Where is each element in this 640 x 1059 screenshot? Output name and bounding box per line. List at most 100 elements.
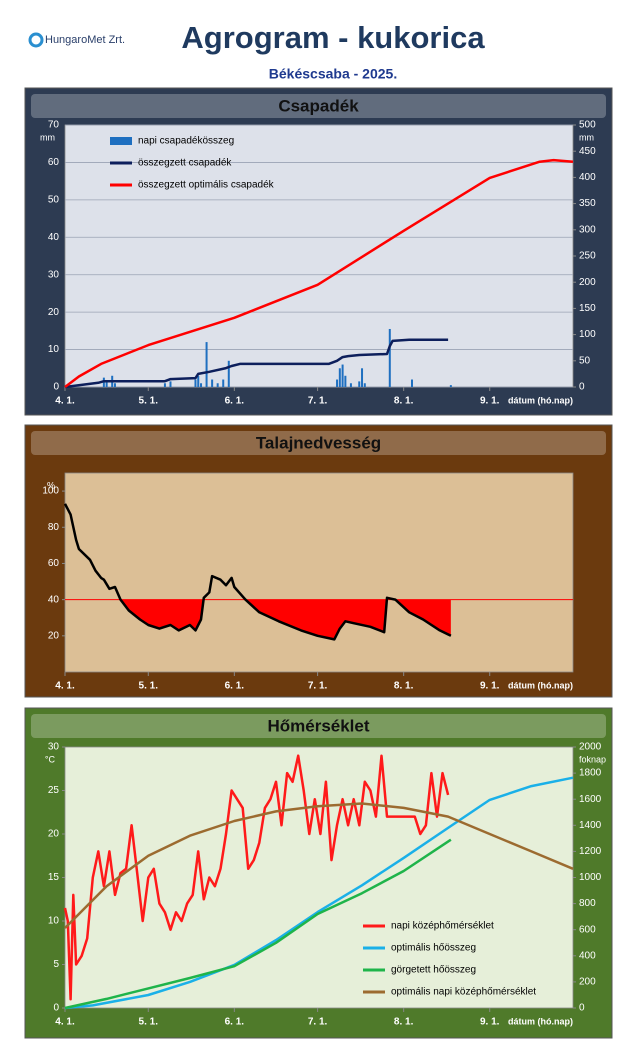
bar: [336, 379, 339, 387]
y-tick-label: 20: [48, 307, 60, 318]
y2-tick-label: 1400: [579, 820, 602, 831]
legend-label: optimális napi középhőmérséklet: [391, 987, 536, 998]
x-tick-label: 7. 1.: [308, 1017, 328, 1028]
bar: [349, 383, 352, 387]
bar: [105, 381, 108, 387]
series-line: [63, 503, 452, 641]
y-tick-label: 0: [53, 382, 59, 393]
logo-text: HungaroMet Zrt.: [45, 34, 125, 46]
y-unit: °C: [45, 754, 56, 764]
y2-unit: foknap: [579, 754, 606, 764]
x-tick-label: 8. 1.: [394, 681, 414, 692]
y2-tick-label: 100: [579, 329, 596, 340]
plot-area: [64, 124, 574, 388]
bar: [194, 379, 197, 387]
x-tick-label: 4. 1.: [55, 396, 75, 407]
y-tick-label: 5: [53, 959, 59, 970]
y2-tick-label: 600: [579, 924, 596, 935]
y-tick-label: 20: [48, 829, 60, 840]
x-tick-label: 9. 1.: [480, 681, 500, 692]
y2-tick-label: 800: [579, 898, 596, 909]
panel-title-box: [31, 431, 606, 455]
y-tick-label: 40: [48, 232, 60, 243]
y-unit: %: [47, 480, 55, 490]
x-tick-label: 7. 1.: [308, 681, 328, 692]
x-tick-label: 7. 1.: [308, 396, 328, 407]
x-tick-label: 4. 1.: [55, 1017, 75, 1028]
y2-tick-label: 1800: [579, 768, 602, 779]
y2-tick-label: 50: [579, 355, 591, 366]
y2-tick-label: 1000: [579, 872, 602, 883]
x-tick-label: 8. 1.: [394, 1017, 414, 1028]
bar: [341, 364, 344, 387]
legend-label: napi csapadékösszeg: [138, 136, 234, 147]
panel-title-box: [31, 714, 606, 738]
y2-tick-label: 300: [579, 224, 596, 235]
bar: [338, 368, 341, 387]
x-axis-label: dátum (hó.nap): [508, 395, 573, 405]
y2-tick-label: 200: [579, 977, 596, 988]
y-tick-label: 50: [48, 194, 60, 205]
legend-label: görgetett hőösszeg: [391, 965, 476, 976]
y2-tick-label: 350: [579, 198, 596, 209]
x-tick-label: 9. 1.: [480, 1017, 500, 1028]
y2-unit: mm: [579, 132, 594, 142]
y-tick-label: 25: [48, 785, 60, 796]
y2-tick-label: 450: [579, 146, 596, 157]
panel-title: Talajnedvesség: [256, 433, 381, 452]
y2-tick-label: 0: [579, 382, 585, 393]
plot-area: [64, 746, 574, 1009]
y-tick-label: 10: [48, 344, 60, 355]
series-line: [64, 158, 574, 388]
y-tick-label: 10: [48, 916, 60, 927]
bar: [344, 375, 347, 387]
series-line: [64, 776, 574, 1010]
x-axis-label: dátum (hó.nap): [508, 680, 573, 690]
x-tick-label: 6. 1.: [225, 396, 245, 407]
bar: [216, 383, 219, 387]
legend-label: összegzett csapadék: [138, 158, 232, 169]
bar: [388, 328, 391, 387]
y2-tick-label: 150: [579, 303, 596, 314]
y2-tick-label: 400: [579, 950, 596, 961]
y-tick-label: 15: [48, 872, 60, 883]
x-tick-label: 5. 1.: [139, 1017, 159, 1028]
series-line: [64, 802, 574, 929]
legend-label: napi középhőmérséklet: [391, 921, 494, 932]
y-tick-label: 60: [48, 558, 60, 569]
y-tick-label: 70: [48, 120, 60, 131]
y2-tick-label: 500: [579, 120, 596, 131]
panel-title: Hőmérséklet: [267, 716, 369, 735]
x-tick-label: 5. 1.: [139, 681, 159, 692]
x-tick-label: 6. 1.: [225, 1017, 245, 1028]
y-tick-label: 0: [53, 1003, 59, 1014]
x-tick-label: 5. 1.: [139, 396, 159, 407]
bar: [410, 379, 413, 387]
bar: [222, 379, 225, 387]
bar: [227, 360, 230, 387]
bar: [358, 381, 361, 387]
plot-area: [64, 472, 574, 673]
deficit-area: [120, 599, 451, 640]
bar: [163, 383, 166, 387]
bar: [113, 383, 116, 387]
y2-tick-label: 1200: [579, 846, 602, 857]
y-tick-label: 80: [48, 522, 60, 533]
y-tick-label: 30: [48, 742, 60, 753]
y2-tick-label: 1600: [579, 794, 602, 805]
panel-title: Csapadék: [278, 96, 359, 115]
y2-tick-label: 2000: [579, 742, 602, 753]
bar: [449, 385, 452, 387]
legend-swatch: [110, 137, 132, 145]
y2-tick-label: 250: [579, 251, 596, 262]
y-tick-label: 20: [48, 630, 60, 641]
y2-tick-label: 400: [579, 172, 596, 183]
bar: [197, 375, 200, 387]
bar: [200, 383, 203, 387]
y-tick-label: 60: [48, 157, 60, 168]
page-title: Agrogram - kukorica: [181, 20, 485, 55]
series-line: [64, 838, 452, 1010]
bar: [361, 368, 364, 387]
bar: [205, 342, 208, 387]
